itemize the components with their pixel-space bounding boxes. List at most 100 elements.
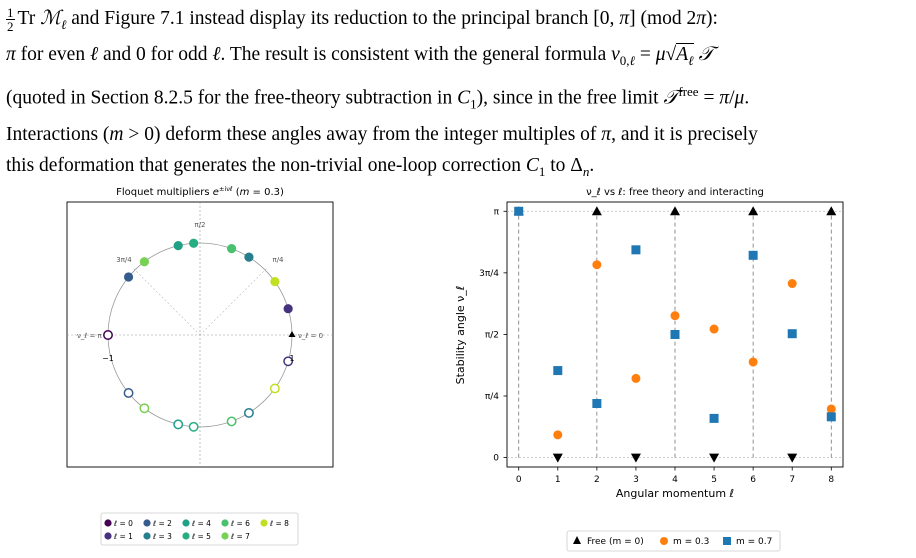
label-nu-zero: ν_ℓ = 0 xyxy=(298,332,323,340)
floquet-upper-3 xyxy=(244,252,254,262)
m07-point-4 xyxy=(670,330,680,339)
floquet-lower-0 xyxy=(103,330,113,340)
legend-m07-label: m = 0.7 xyxy=(736,537,772,547)
floquet-panel: Floquet multipliers e±iνℓ (m = 0.3) π/2 … xyxy=(66,185,334,546)
nu-xlabel: Angular momentum ℓ xyxy=(616,487,734,500)
floquet-legend-marker-6 xyxy=(221,519,229,527)
floquet-legend-label-4: ℓ = 4 xyxy=(191,519,211,528)
body-line-4: Interactions (m > 0) deform these angles… xyxy=(6,123,758,145)
free-point-1 xyxy=(552,453,563,463)
body-text: 1 2 Tr ℳℓ and Figure 7.1 instead display i… xyxy=(6,4,910,187)
m07-point-5 xyxy=(709,413,719,423)
free-point-3 xyxy=(630,453,641,463)
nu-legend-box xyxy=(566,530,781,552)
floquet-lower-6 xyxy=(226,416,237,427)
free-point-2 xyxy=(591,206,602,216)
free-marker-zero xyxy=(288,331,296,337)
m07-point-0 xyxy=(514,206,524,216)
ray-3pi4 xyxy=(133,268,201,336)
floquet-upper-1 xyxy=(283,304,293,314)
floquet-lower-2 xyxy=(123,388,134,398)
floquet-upper-6 xyxy=(227,244,237,254)
nu-ytick-label-4: π xyxy=(494,207,500,217)
floquet-legend-marker-5 xyxy=(182,532,190,540)
floquet-lower-1 xyxy=(283,356,294,367)
floquet-legend-marker-2 xyxy=(143,519,151,527)
nu-panel: ν_ℓ vs ℓ: free theory and interacting 0 1… xyxy=(454,187,844,552)
free-point-8 xyxy=(826,206,837,216)
floquet-lower-8 xyxy=(269,383,280,394)
legend-free-label: Free (m = 0) xyxy=(587,537,644,547)
m03-point-7 xyxy=(787,279,797,289)
ray-pi4 xyxy=(199,268,267,336)
label-pi-2: π/2 xyxy=(194,221,205,229)
m07-point-3 xyxy=(631,245,641,255)
legend-m03-marker xyxy=(660,537,668,545)
floquet-title: Floquet multipliers e±iνℓ (m = 0.3) xyxy=(116,185,284,198)
floquet-upper-8 xyxy=(270,276,280,287)
floquet-legend-label-1: ℓ = 1 xyxy=(113,532,133,541)
m07-point-1 xyxy=(553,366,563,376)
floquet-legend-label-6: ℓ = 6 xyxy=(230,519,250,528)
body-line-5: this deformation that generates the non-… xyxy=(6,154,595,179)
nu-xtick-label-7: 7 xyxy=(789,475,795,485)
floquet-lower-3 xyxy=(243,407,254,418)
tick-minus-one: −1 xyxy=(102,354,114,363)
m03-point-2 xyxy=(592,260,602,270)
m03-point-1 xyxy=(553,430,563,440)
floquet-legend-marker-7 xyxy=(221,532,229,540)
nu-ylabel: Stability angle ν_ℓ xyxy=(454,286,467,385)
nu-ytick-label-0: 0 xyxy=(493,454,499,464)
floquet-legend-marker-0 xyxy=(104,519,112,527)
m03-point-3 xyxy=(631,373,641,383)
floquet-legend-marker-8 xyxy=(260,519,268,527)
nu-ytick-label-2: π/2 xyxy=(485,330,499,340)
body-line-1: 1 2 Tr ℳℓ and Figure 7.1 instead display i… xyxy=(6,5,718,35)
floquet-markers xyxy=(103,238,294,432)
body-line-3: (quoted in Section 8.2.5 for the free-th… xyxy=(6,83,750,112)
floquet-legend-label-7: ℓ = 7 xyxy=(230,532,250,541)
nu-xtick-label-6: 6 xyxy=(750,475,756,485)
legend-m03-label: m = 0.3 xyxy=(673,537,709,547)
m03-point-4 xyxy=(670,311,680,321)
legend-free-marker xyxy=(573,536,581,544)
floquet-legend-label-8: ℓ = 8 xyxy=(269,519,289,528)
nu-xtick-label-4: 4 xyxy=(672,475,678,485)
floquet-upper-4 xyxy=(173,241,183,251)
nu-xtick-label-5: 5 xyxy=(711,475,717,485)
floquet-upper-7 xyxy=(139,257,149,267)
label-3pi-4: 3π/4 xyxy=(116,256,132,264)
nu-xtick-label-8: 8 xyxy=(828,475,834,485)
floquet-legend: ℓ = 0 ℓ = 1 ℓ = 2 ℓ = 3 ℓ = 4 ℓ = 5 ℓ = 6 ℓ = 7… xyxy=(100,512,299,546)
body-line-2: π for even ℓ and 0 for odd ℓ. The result… xyxy=(6,43,714,69)
floquet-upper-2 xyxy=(123,272,134,282)
nu-xtick-label-2: 2 xyxy=(594,475,600,485)
m07-point-7 xyxy=(787,329,797,339)
floquet-legend-label-5: ℓ = 5 xyxy=(191,532,211,541)
m07-point-2 xyxy=(592,398,602,408)
floquet-lower-5 xyxy=(188,421,199,432)
floquet-legend-label-0: ℓ = 0 xyxy=(113,519,133,528)
floquet-lower-7 xyxy=(139,403,150,414)
m03-point-6 xyxy=(748,357,758,367)
figure: Floquet multipliers e±iνℓ (m = 0.3) π/2 … xyxy=(66,185,844,552)
free-point-4 xyxy=(670,206,680,216)
m03-point-5 xyxy=(709,324,719,334)
floquet-legend-label-2: ℓ = 2 xyxy=(152,519,172,528)
nu-xtick-label-1: 1 xyxy=(555,475,561,485)
floquet-legend-marker-3 xyxy=(143,532,151,540)
nu-xtick-label-3: 3 xyxy=(633,475,639,485)
nu-ytick-label-3: 3π/4 xyxy=(479,269,499,279)
floquet-legend-marker-1 xyxy=(104,532,112,540)
label-pi-4: π/4 xyxy=(272,256,284,264)
nu-legend: Free (m = 0) m = 0.3 m = 0.7 xyxy=(566,530,781,552)
label-nu-pi: ν_ℓ = π xyxy=(77,332,103,340)
floquet-legend-marker-4 xyxy=(182,519,190,527)
m07-point-8 xyxy=(826,412,836,422)
m03-point-8 xyxy=(826,404,836,414)
nu-ytick-label-1: π/4 xyxy=(485,392,499,402)
floquet-upper-5 xyxy=(189,238,199,248)
m07-point-6 xyxy=(748,250,758,260)
nu-title: ν_ℓ vs ℓ: free theory and interacting xyxy=(586,187,764,198)
tick-one: 1 xyxy=(289,354,294,363)
